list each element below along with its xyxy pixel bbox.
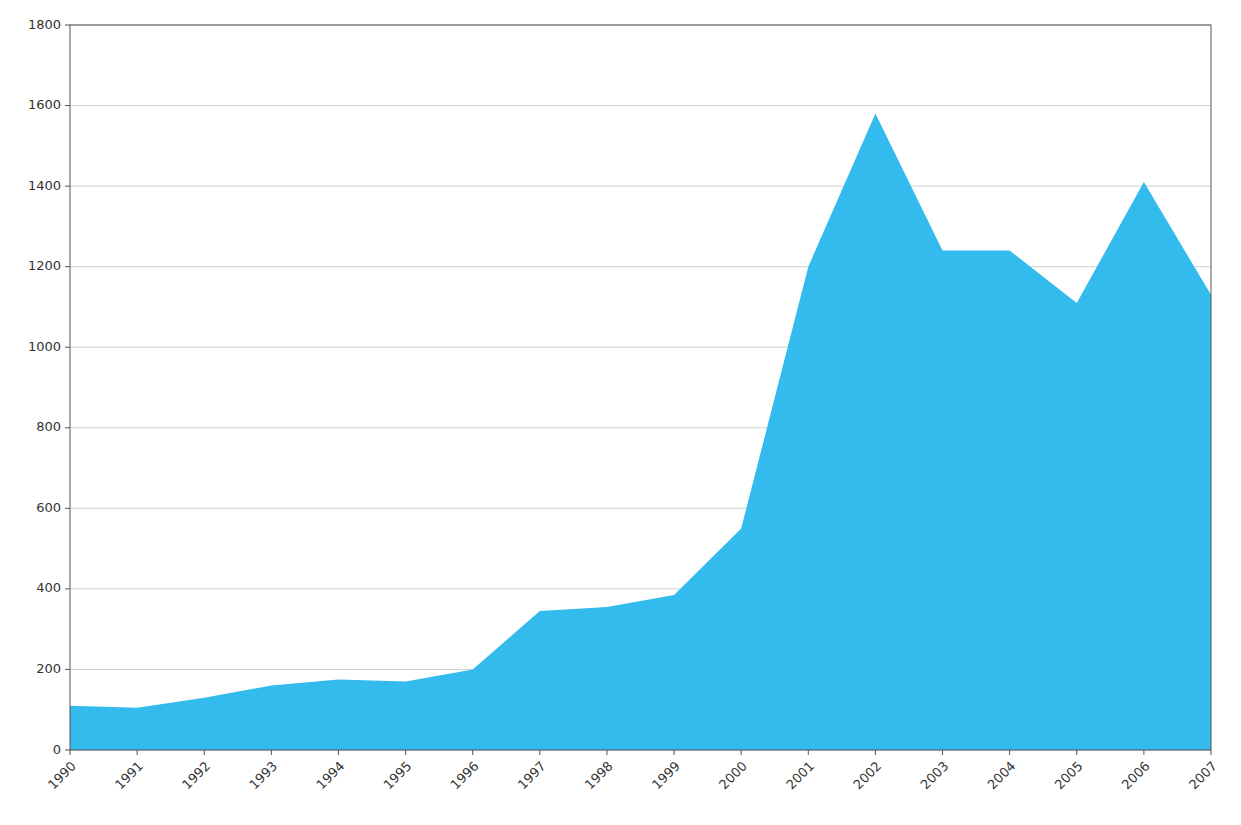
tick-mark xyxy=(65,427,70,428)
tick-label: 2002 xyxy=(850,758,884,792)
tick-mark xyxy=(539,750,540,755)
tick-mark xyxy=(65,508,70,509)
tick-mark xyxy=(65,105,70,106)
plot-area xyxy=(70,114,1211,750)
y-axis: 0 200 400 600 800 1000 1200 1400 1600 1800 xyxy=(28,17,70,757)
plot-frame xyxy=(70,25,1211,750)
tick-mark xyxy=(204,750,205,755)
tick-label: 1600 xyxy=(28,97,61,112)
tick-mark xyxy=(271,750,272,755)
tick-mark xyxy=(338,750,339,755)
tick-label: 2006 xyxy=(1119,758,1153,792)
tick-label: 0 xyxy=(53,742,61,757)
grid xyxy=(70,25,1211,750)
tick-mark xyxy=(942,750,943,755)
tick-mark xyxy=(65,588,70,589)
grid-line xyxy=(70,266,1211,267)
tick-label: 600 xyxy=(36,500,61,515)
tick-label: 1994 xyxy=(313,758,347,792)
tick-mark xyxy=(1009,750,1010,755)
tick-label: 2003 xyxy=(917,758,951,792)
chart-container: 0200400600800100012001400160018001990199… xyxy=(0,0,1241,825)
grid-line xyxy=(70,186,1211,187)
tick-label: 1800 xyxy=(28,17,61,32)
grid-line xyxy=(70,105,1211,106)
chart-svg: 0200400600800100012001400160018001990199… xyxy=(0,0,1241,825)
tick-label: 1990 xyxy=(45,758,79,792)
tick-mark xyxy=(65,25,70,26)
tick-mark xyxy=(1143,750,1144,755)
area xyxy=(70,114,1211,750)
tick-mark xyxy=(1076,750,1077,755)
tick-label: 1400 xyxy=(28,178,61,193)
tick-label: 1000 xyxy=(28,339,61,354)
tick-label: 1200 xyxy=(28,258,61,273)
tick-label: 1998 xyxy=(582,758,616,792)
tick-mark xyxy=(472,750,473,755)
tick-mark xyxy=(606,750,607,755)
tick-mark xyxy=(1211,750,1212,755)
tick-label: 2005 xyxy=(1052,758,1086,792)
tick-mark xyxy=(137,750,138,755)
tick-label: 1993 xyxy=(246,758,280,792)
tick-label: 2007 xyxy=(1186,758,1220,792)
tick-label: 2001 xyxy=(783,758,817,792)
tick-mark xyxy=(65,750,70,751)
tick-mark xyxy=(65,669,70,670)
tick-label: 400 xyxy=(36,580,61,595)
tick-mark xyxy=(741,750,742,755)
tick-label: 1997 xyxy=(515,758,549,792)
page: {"chart_data": {"type": "area", "x": [19… xyxy=(0,0,1241,825)
tick-label: 1992 xyxy=(179,758,213,792)
tick-label: 800 xyxy=(36,419,61,434)
tick-mark xyxy=(65,347,70,348)
tick-label: 200 xyxy=(36,661,61,676)
tick-label: 1995 xyxy=(380,758,414,792)
tick-mark xyxy=(65,266,70,267)
tick-label: 2004 xyxy=(985,758,1019,792)
tick-label: 1996 xyxy=(448,758,482,792)
tick-mark xyxy=(65,186,70,187)
x-axis: 1990 1991 1992 1993 1994 1995 1996 1997 1998 1999… xyxy=(45,750,1220,792)
tick-mark xyxy=(808,750,809,755)
tick-mark xyxy=(405,750,406,755)
tick-label: 2000 xyxy=(716,758,750,792)
tick-mark xyxy=(70,750,71,755)
tick-mark xyxy=(674,750,675,755)
tick-label: 1999 xyxy=(649,758,683,792)
tick-mark xyxy=(875,750,876,755)
tick-label: 1991 xyxy=(112,758,146,792)
